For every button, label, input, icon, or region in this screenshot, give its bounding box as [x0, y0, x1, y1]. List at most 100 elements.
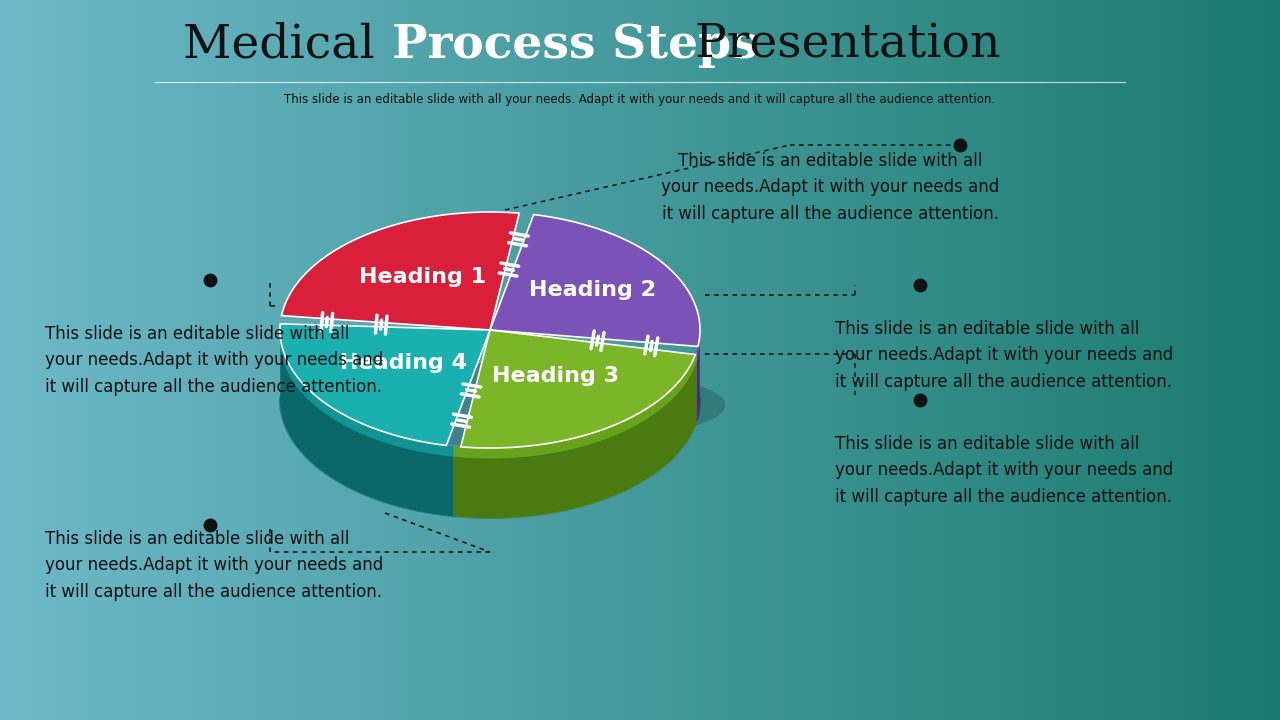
Bar [1277, 0, 1280, 720]
Bar [553, 0, 557, 720]
Bar [640, 0, 644, 720]
Bar [182, 0, 186, 720]
Bar [225, 0, 229, 720]
Bar [579, 0, 582, 720]
Bar [307, 0, 311, 720]
Bar [806, 0, 810, 720]
Bar [105, 0, 109, 720]
Bar [1165, 0, 1169, 720]
Bar [765, 0, 769, 720]
Bar [476, 0, 480, 720]
Bar [745, 0, 749, 720]
Bar [602, 0, 605, 720]
Bar [486, 0, 490, 720]
Bar [1021, 0, 1025, 720]
Bar [1252, 0, 1256, 720]
Bar [1039, 0, 1043, 720]
Bar [804, 0, 808, 720]
Bar [8, 0, 12, 720]
Bar [648, 0, 652, 720]
Bar [727, 0, 731, 720]
Text: This slide is an editable slide with all
your needs.Adapt it with your needs and: This slide is an editable slide with all… [45, 530, 383, 600]
Bar [1068, 0, 1071, 720]
Bar [215, 0, 219, 720]
Bar [468, 0, 472, 720]
Bar [1219, 0, 1222, 720]
Bar [210, 0, 214, 720]
Bar [1270, 0, 1274, 720]
Bar [300, 0, 303, 720]
Bar [161, 0, 165, 720]
Bar [238, 0, 242, 720]
Bar [1242, 0, 1245, 720]
Bar [282, 0, 285, 720]
Bar [876, 0, 879, 720]
Bar [1070, 0, 1074, 720]
Bar [23, 0, 27, 720]
Bar [417, 0, 421, 720]
Bar [184, 0, 188, 720]
Bar [1091, 0, 1094, 720]
Bar [814, 0, 818, 720]
Bar [1257, 0, 1261, 720]
Bar [919, 0, 923, 720]
Bar [1155, 0, 1158, 720]
Bar [673, 0, 677, 720]
Bar [108, 0, 111, 720]
Bar [1111, 0, 1115, 720]
Bar [133, 0, 137, 720]
Bar [466, 0, 470, 720]
Bar [625, 0, 628, 720]
Bar [310, 0, 314, 720]
Bar [960, 0, 964, 720]
Bar [248, 0, 252, 720]
Bar [924, 0, 928, 720]
Bar [18, 0, 22, 720]
Bar [906, 0, 910, 720]
Bar [289, 0, 293, 720]
Bar [376, 0, 380, 720]
Bar [719, 0, 723, 720]
Bar [968, 0, 972, 720]
Bar [233, 0, 237, 720]
Bar [955, 0, 959, 720]
Polygon shape [696, 325, 700, 361]
Bar [520, 0, 524, 720]
Bar [776, 0, 780, 720]
Bar [166, 0, 170, 720]
Bar [64, 0, 68, 720]
Bar [1065, 0, 1069, 720]
Text: Heading 1: Heading 1 [360, 266, 486, 287]
Bar [1139, 0, 1143, 720]
Bar [870, 0, 874, 720]
Bar [44, 0, 47, 720]
Bar [589, 0, 593, 720]
Bar [686, 0, 690, 720]
Bar [202, 0, 206, 720]
Bar [197, 0, 201, 720]
Bar [522, 0, 526, 720]
Bar [241, 0, 244, 720]
Bar [0, 0, 4, 720]
Bar [51, 0, 55, 720]
Bar [435, 0, 439, 720]
Bar [453, 0, 457, 720]
Bar [645, 0, 649, 720]
Bar [571, 0, 575, 720]
Bar [627, 0, 631, 720]
Bar [84, 0, 88, 720]
Bar [1147, 0, 1151, 720]
Bar [335, 0, 339, 720]
Bar [586, 0, 590, 720]
Bar [888, 0, 892, 720]
Bar [392, 0, 396, 720]
Bar [822, 0, 826, 720]
Bar [1216, 0, 1220, 720]
Bar [855, 0, 859, 720]
Bar [696, 0, 700, 720]
Bar [620, 0, 623, 720]
Bar [315, 0, 319, 720]
Bar [786, 0, 790, 720]
Bar [666, 0, 669, 720]
Bar [499, 0, 503, 720]
